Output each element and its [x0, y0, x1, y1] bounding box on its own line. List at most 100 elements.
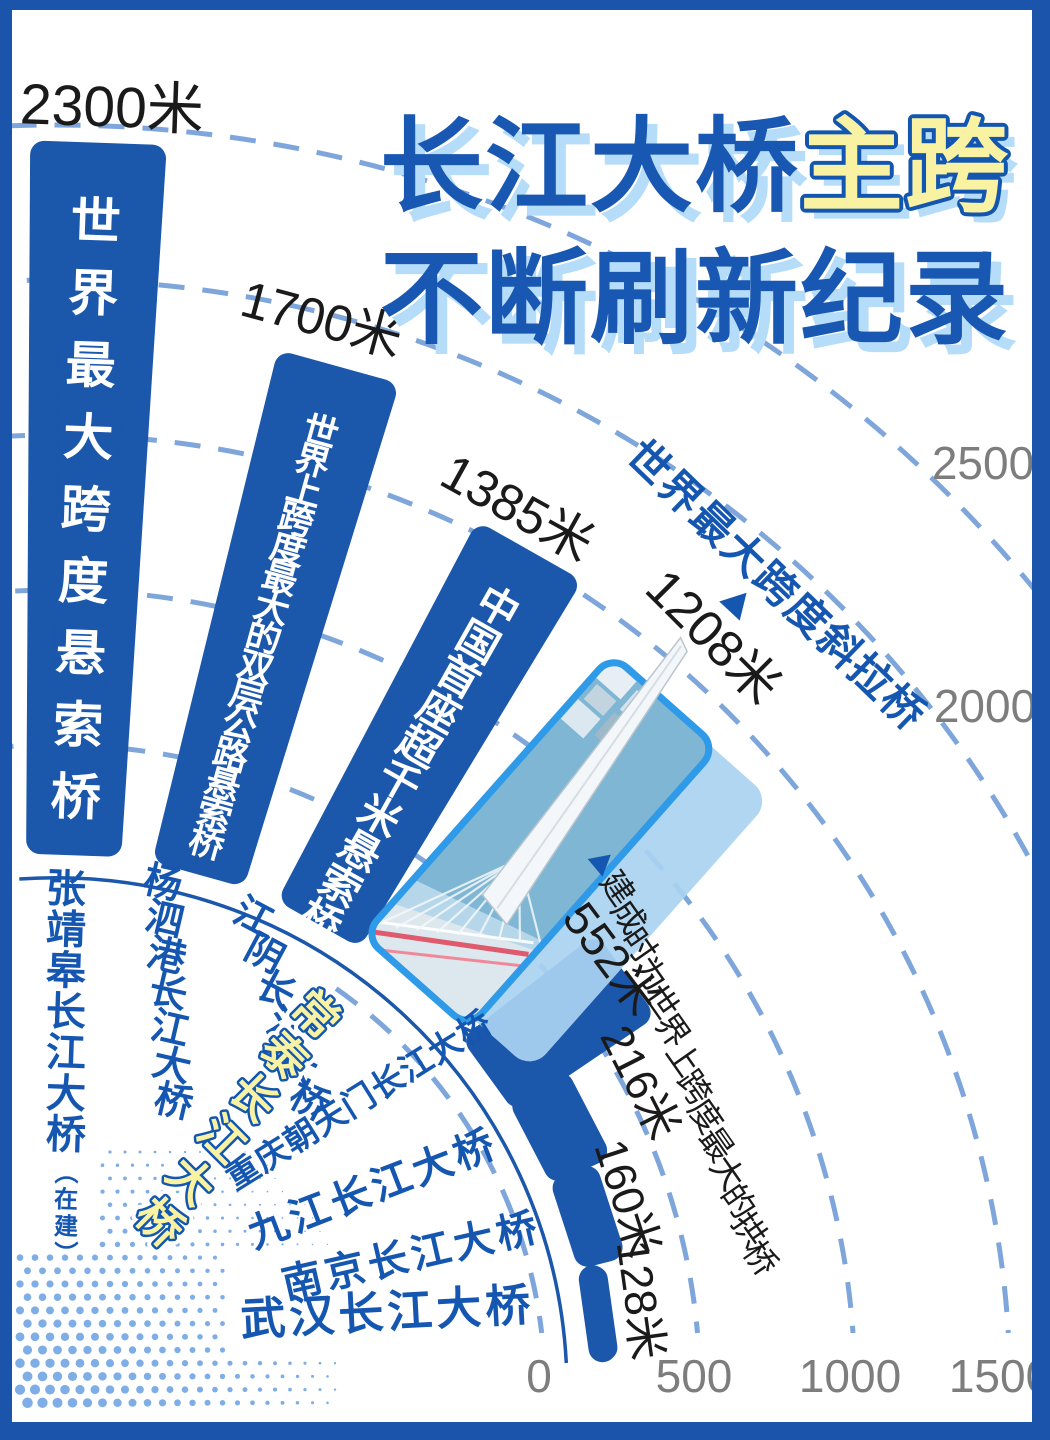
desc-char: 悬 — [55, 625, 107, 683]
axis-tick-2000: 2000 — [934, 680, 1036, 732]
axis-tick-2500: 2500 — [932, 437, 1034, 489]
dot — [15, 1358, 25, 1368]
dot — [114, 1293, 121, 1301]
dot — [122, 1254, 128, 1261]
dot — [123, 1176, 127, 1181]
photo-city-block — [560, 699, 601, 739]
dot — [219, 1400, 226, 1406]
dot — [67, 1398, 78, 1408]
name-char: 大 — [148, 1041, 194, 1090]
dot — [251, 1242, 254, 1246]
dot — [174, 1346, 181, 1354]
dot — [174, 1294, 181, 1300]
dot — [205, 1216, 210, 1220]
dot — [61, 1306, 69, 1315]
halftone-dots — [14, 1150, 337, 1409]
dot — [145, 1163, 150, 1167]
dot — [105, 1385, 115, 1394]
dot — [91, 1332, 99, 1341]
dot — [129, 1267, 136, 1274]
gridline-arc-2000 — [0, 277, 1050, 904]
dot — [272, 1387, 278, 1392]
name-char: 大 — [449, 1216, 498, 1268]
value-label-zhangjinggao: 2300米 — [19, 72, 205, 142]
dot — [274, 1177, 276, 1180]
cable — [374, 858, 520, 927]
bar-nanjing — [552, 1166, 623, 1267]
dot — [60, 1332, 70, 1342]
dot — [100, 1163, 105, 1168]
dot — [220, 1321, 225, 1327]
dot — [130, 1215, 135, 1221]
name-char: 江 — [45, 1031, 87, 1076]
dot — [68, 1345, 77, 1355]
dot — [159, 1320, 166, 1327]
dot — [236, 1190, 239, 1193]
dot — [113, 1398, 122, 1408]
dot — [121, 1359, 129, 1368]
dot — [130, 1189, 135, 1194]
dot — [166, 1386, 174, 1394]
dot — [159, 1372, 166, 1380]
dot — [182, 1307, 188, 1314]
dot — [212, 1360, 218, 1366]
dot — [91, 1280, 99, 1288]
dot — [259, 1177, 261, 1180]
cable — [395, 858, 520, 929]
dot — [214, 1151, 216, 1153]
dot — [251, 1164, 254, 1166]
dot — [153, 1176, 157, 1181]
frame-right — [1032, 0, 1050, 1440]
dot — [60, 1384, 70, 1395]
dot — [31, 1280, 39, 1288]
axis-tick-500: 500 — [656, 1350, 733, 1402]
dot — [289, 1230, 291, 1233]
dot — [220, 1294, 225, 1300]
dot — [304, 1204, 306, 1206]
dot — [167, 1307, 173, 1314]
title-shadow-line2: 不断刷新纪录 — [390, 251, 1020, 366]
dot — [273, 1361, 277, 1366]
desc-char: 大 — [62, 409, 114, 467]
dot — [333, 1388, 337, 1391]
dot — [310, 1401, 315, 1405]
dot — [151, 1333, 159, 1341]
dot — [197, 1255, 203, 1260]
dot — [52, 1371, 63, 1382]
dot — [167, 1229, 173, 1234]
dot — [266, 1190, 269, 1193]
bar-zhangjinggao — [26, 140, 166, 857]
dot — [189, 1347, 196, 1353]
dot — [122, 1228, 128, 1234]
dot — [181, 1386, 189, 1393]
main-title-line1: 长江大桥主跨 — [380, 109, 1010, 224]
dot — [197, 1334, 203, 1340]
dot — [114, 1267, 121, 1274]
dot — [244, 1151, 246, 1153]
dot — [242, 1387, 248, 1393]
dot — [191, 1163, 194, 1167]
name-char: 桥 — [150, 1078, 196, 1127]
photo-deck-redline — [369, 929, 529, 957]
dot — [236, 1216, 239, 1220]
name-char: 江 — [386, 1284, 434, 1337]
dot — [227, 1360, 233, 1366]
dot — [98, 1319, 107, 1328]
dot — [83, 1293, 92, 1301]
dot — [129, 1320, 136, 1328]
dot — [121, 1280, 129, 1288]
dot — [326, 1243, 329, 1246]
dot — [136, 1333, 144, 1341]
triangle-marker-icon — [587, 854, 611, 877]
dot — [273, 1230, 277, 1233]
dot — [213, 1177, 217, 1180]
dot — [221, 1190, 224, 1193]
dot — [213, 1255, 217, 1260]
dot — [220, 1268, 225, 1273]
dot — [258, 1229, 262, 1233]
dot — [107, 1228, 113, 1234]
dot — [31, 1254, 39, 1261]
